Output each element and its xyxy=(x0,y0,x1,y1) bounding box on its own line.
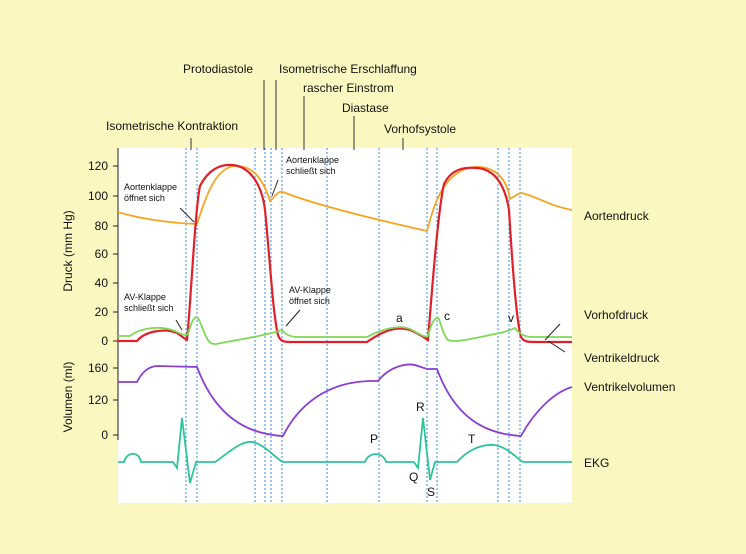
av-oeffnet-line1: AV-Klappe xyxy=(289,285,331,295)
legend-ventrikelvolumen: Ventrikelvolumen xyxy=(584,380,675,394)
av-oeffnet-label: AV-Klappe öffnet sich xyxy=(289,285,333,306)
ecg-r-label: R xyxy=(416,400,425,414)
ventrikeldruck-leader xyxy=(547,340,566,353)
phase-protodiastole: Protodiastole xyxy=(183,62,253,76)
wave-v-label: v xyxy=(508,311,514,325)
wave-c-label: c xyxy=(444,309,450,323)
vorhofdruck-leader xyxy=(544,323,561,341)
pressure-tick-label: 80 xyxy=(95,219,109,233)
ecg-t-label: T xyxy=(468,432,476,446)
phase-rascher-einstrom: rascher Einstrom xyxy=(303,81,394,95)
av-oeffnet-pointer xyxy=(285,309,301,327)
av-schliesst-label: AV-Klappe schließt sich xyxy=(124,292,174,313)
phase-isometrische-kontraktion: Isometrische Kontraktion xyxy=(106,119,238,133)
legend-ekg: EKG xyxy=(584,456,609,470)
volume-tick-label: 0 xyxy=(101,428,108,442)
av-oeffnet-line2: öffnet sich xyxy=(289,296,330,306)
ventrikeldruck-curve xyxy=(118,163,572,344)
pressure-tick-label: 0 xyxy=(101,334,108,348)
av-schliesst-pointer xyxy=(175,319,183,331)
phase-pointers xyxy=(190,80,404,150)
pressure-tick-label: 60 xyxy=(95,247,109,261)
phase-lines xyxy=(185,148,521,503)
aortenklappe-oeffnet-line2: öffnet sich xyxy=(124,193,165,203)
legend-ventrikeldruck: Ventrikeldruck xyxy=(584,351,660,365)
aortenklappe-oeffnet-label: Aortenklappe öffnet sich xyxy=(124,182,180,203)
aortenklappe-schliesst-label: Aortenklappe schließt sich xyxy=(286,155,342,176)
av-schliesst-line2: schließt sich xyxy=(124,303,174,313)
aortenklappe-oeffnet-pointer xyxy=(179,207,195,223)
ventrikelvolumen-curve xyxy=(118,363,573,437)
ekg-curve xyxy=(118,417,572,484)
legend-vorhofdruck: Vorhofdruck xyxy=(584,308,649,322)
aortenklappe-oeffnet-line1: Aortenklappe xyxy=(124,182,177,192)
annotation-pointers xyxy=(175,179,566,353)
aortenklappe-schliesst-line2: schließt sich xyxy=(286,166,336,176)
phase-diastase: Diastase xyxy=(342,101,389,115)
aortenklappe-schliesst-line1: Aortenklappe xyxy=(286,155,339,165)
ecg-q-label: Q xyxy=(409,470,418,484)
pressure-tick-label: 100 xyxy=(88,189,108,203)
pressure-tick-label: 120 xyxy=(88,159,108,173)
volume-axis-title: Volumen (ml) xyxy=(61,362,75,433)
legend-aortendruck: Aortendruck xyxy=(584,209,650,223)
phase-vorhofsystole: Vorhofsystole xyxy=(384,122,456,136)
volume-tick-label: 120 xyxy=(88,393,108,407)
aortenklappe-schliesst-pointer xyxy=(271,179,279,197)
phase-isometrische-erschlaffung: Isometrische Erschlaffung xyxy=(279,62,417,76)
axes xyxy=(113,148,119,440)
pressure-axis-title: Druck (mm Hg) xyxy=(61,210,75,291)
av-schliesst-line1: AV-Klappe xyxy=(124,292,166,302)
volume-tick-label: 160 xyxy=(88,361,108,375)
ecg-s-label: S xyxy=(427,485,435,499)
vorhofdruck-curve xyxy=(118,316,572,345)
aortendruck-curve xyxy=(117,165,573,233)
pressure-tick-label: 40 xyxy=(95,276,109,290)
ecg-p-label: P xyxy=(370,432,378,446)
wave-a-label: a xyxy=(396,311,403,325)
pressure-tick-label: 20 xyxy=(95,305,109,319)
